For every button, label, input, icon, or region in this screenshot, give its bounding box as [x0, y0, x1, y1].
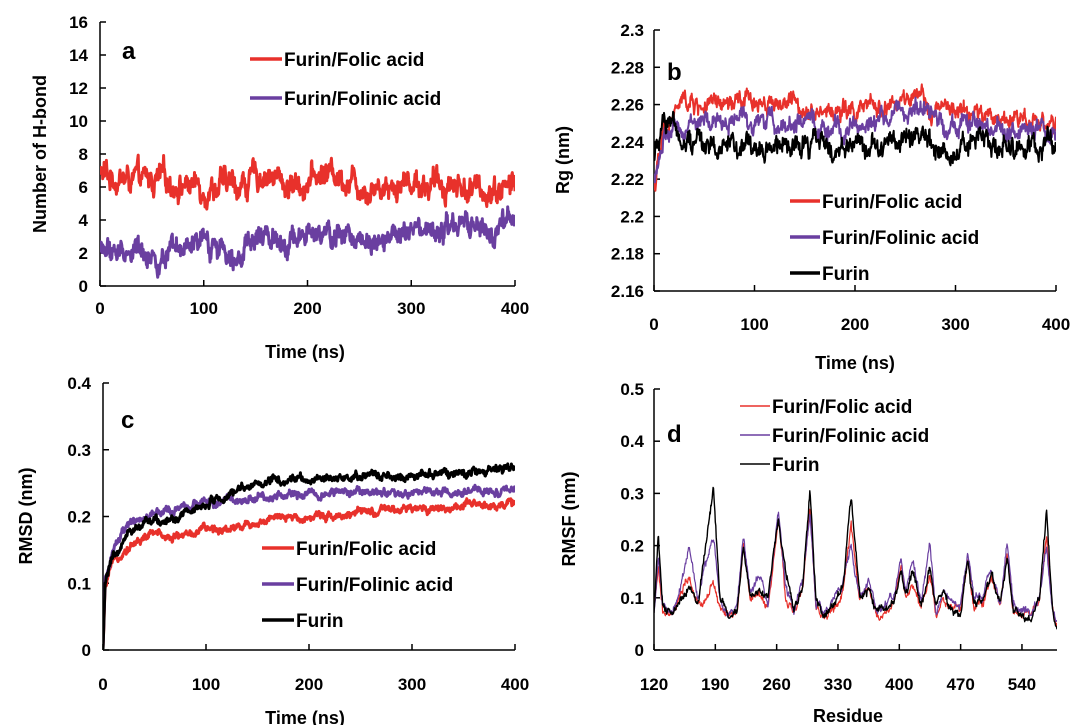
- panel-c-ytick-label: 0.2: [67, 508, 91, 527]
- panel-c-xtick-label: 100: [192, 675, 220, 694]
- panel-a-ytick-label: 14: [69, 46, 88, 65]
- panel-c-ytick-label: 0.3: [67, 441, 91, 460]
- panel-a-legend: Furin/Folic acid Furin/Folinic acid: [250, 50, 441, 110]
- panel-b-xtick-label: 200: [841, 315, 869, 334]
- panel-d-ytick-label: 0.3: [620, 484, 644, 503]
- panel-d-legend-label: Furin/Folinic acid: [772, 426, 929, 447]
- panel-d-ylabel: RMSF (nm): [559, 472, 579, 567]
- panel-d-xtick-label: 120: [640, 675, 668, 694]
- panel-c-legend-label: Furin: [296, 611, 344, 632]
- panel-c-legend-label: Furin/Folinic acid: [296, 575, 453, 596]
- panel-a-ytick-label: 2: [79, 244, 88, 263]
- panel-d-legend: Furin/Folic acid Furin/Folinic acid Furin: [740, 397, 929, 476]
- panel-a-series-furin-folic-acid: [100, 153, 515, 211]
- panel-b-axes: 2.16 2.18 2.2 2.22 2.24 2.26 2.28 2.3 0 100 200 300…: [611, 21, 1070, 334]
- panel-c-series-furin: [103, 462, 515, 650]
- panel-c-legend-label: Furin/Folic acid: [296, 539, 436, 560]
- panel-b-ylabel: Rg (nm): [553, 126, 573, 194]
- panel-d-xtick-label: 190: [701, 675, 729, 694]
- panel-a-legend-label: Furin/Folic acid: [284, 50, 424, 71]
- panel-c-legend: Furin/Folic acid Furin/Folinic acid Furin: [262, 539, 453, 632]
- panel-b-xtick-label: 400: [1042, 315, 1070, 334]
- panel-d-xtick-label: 260: [762, 675, 790, 694]
- panel-c-ylabel: RMSD (nm): [16, 468, 36, 565]
- panel-a-ytick-label: 0: [79, 277, 88, 296]
- panel-b-xtick-label: 100: [740, 315, 768, 334]
- panel-d-ytick-label: 0.5: [620, 380, 644, 399]
- panel-b-letter: b: [667, 59, 682, 86]
- panel-a-ytick-label: 6: [79, 178, 88, 197]
- panel-a-xtick-label: 0: [95, 299, 104, 318]
- panel-a-legend-label: Furin/Folinic acid: [284, 89, 441, 110]
- panel-b-ytick-label: 2.3: [620, 21, 644, 40]
- panel-d-xtick-label: 540: [1008, 675, 1036, 694]
- panel-d-xtick-label: 400: [885, 675, 913, 694]
- panel-a-ytick-label: 10: [69, 112, 88, 131]
- panel-b-legend-label: Furin/Folinic acid: [822, 228, 979, 249]
- panel-b-ytick-label: 2.16: [611, 282, 644, 301]
- panel-b-legend: Furin/Folic acid Furin/Folinic acid Furin: [790, 192, 979, 285]
- panel-d-series-furin-folic-acid: [654, 508, 1057, 629]
- panel-a-ytick-label: 8: [79, 145, 88, 164]
- panel-c-ytick-label: 0.1: [67, 574, 91, 593]
- panel-a-xlabel: Time (ns): [265, 342, 345, 362]
- panel-d-series-furin: [654, 486, 1057, 630]
- panel-c-ytick-label: 0.4: [67, 374, 91, 393]
- panel-b-xlabel: Time (ns): [815, 353, 895, 373]
- panel-c-ytick-label: 0: [82, 641, 91, 660]
- panel-a-series-furin-folinic-acid: [100, 205, 515, 279]
- panel-d-ytick-label: 0: [635, 641, 644, 660]
- panel-d-ytick-label: 0.1: [620, 589, 644, 608]
- panel-b-series-furin: [654, 110, 1056, 167]
- panel-b-legend-label: Furin: [822, 264, 870, 285]
- panel-d-letter: d: [667, 421, 682, 448]
- panel-b-ytick-label: 2.24: [611, 133, 645, 152]
- panel-c-series-furin-folinic-acid: [103, 483, 515, 649]
- panel-a-xtick-label: 100: [190, 299, 218, 318]
- panel-d-axes: 0 0.1 0.2 0.3 0.4 0.5 120 190 260 330 400 470 540: [620, 380, 1057, 694]
- panel-d-xtick-label: 470: [946, 675, 974, 694]
- chart-panel-d: d Residue RMSF (nm) Furin/Folic acidFuri…: [559, 380, 1057, 725]
- panel-c-xtick-label: 400: [501, 675, 529, 694]
- panel-c-xlabel: Time (ns): [265, 708, 345, 725]
- panel-c-xtick-label: 200: [295, 675, 323, 694]
- panel-b-legend-label: Furin/Folic acid: [822, 192, 962, 213]
- panel-b-ytick-label: 2.22: [611, 170, 644, 189]
- panel-a-xtick-label: 200: [293, 299, 321, 318]
- panel-b-ytick-label: 2.26: [611, 96, 644, 115]
- panel-d-legend-label: Furin/Folic acid: [772, 397, 912, 418]
- panel-c-letter: c: [121, 407, 134, 434]
- panel-a-letter: a: [122, 38, 136, 65]
- panel-b-series-furin-folinic-acid: [654, 96, 1056, 184]
- panel-d-xtick-label: 330: [824, 675, 852, 694]
- panel-c-series-furin-folic-acid: [103, 497, 515, 648]
- panel-d-ytick-label: 0.4: [620, 432, 644, 451]
- panel-b-xtick-label: 0: [649, 315, 658, 334]
- panel-a-xtick-label: 400: [501, 299, 529, 318]
- panel-a-ytick-label: 4: [79, 211, 89, 230]
- panel-c-xtick-label: 0: [98, 675, 107, 694]
- chart-panel-a: a Time (ns) Number of H-bond Furin/Folic…: [30, 13, 529, 362]
- panel-b-ytick-label: 2.28: [611, 58, 644, 77]
- panel-d-xlabel: Residue: [813, 706, 883, 725]
- panel-a-xtick-label: 300: [397, 299, 425, 318]
- panel-b-ytick-label: 2.18: [611, 245, 644, 264]
- panel-c-axes: 0 0.1 0.2 0.3 0.4 0 100 200 300 400: [67, 374, 529, 694]
- panel-a-axes: 0 2 4 6 8 10 12 14 16 0 100 200 300 400: [69, 13, 529, 318]
- panel-d-legend-label: Furin: [772, 455, 820, 476]
- panel-c-xtick-label: 300: [398, 675, 426, 694]
- chart-panel-c: c Time (ns) RMSD (nm) Furin/Folic acidFu…: [16, 374, 529, 725]
- panel-a-ytick-label: 16: [69, 13, 88, 32]
- chart-panel-b: b Time (ns) Rg (nm) Furin/Folic acidFuri…: [553, 21, 1070, 373]
- panel-a-ylabel: Number of H-bond: [30, 75, 50, 233]
- panel-d-ytick-label: 0.2: [620, 537, 644, 556]
- panel-a-ytick-label: 12: [69, 79, 88, 98]
- panel-b-xtick-label: 300: [941, 315, 969, 334]
- panel-b-ytick-label: 2.2: [620, 207, 644, 226]
